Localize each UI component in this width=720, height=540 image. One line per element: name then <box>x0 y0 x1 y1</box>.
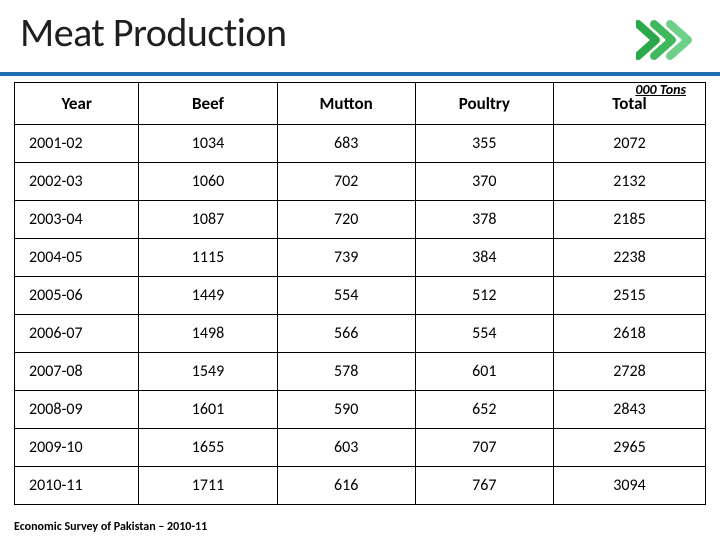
col-header: Beef <box>139 83 277 125</box>
table-cell: 378 <box>415 201 553 239</box>
table-row: 2005-0614495545122515 <box>15 277 706 315</box>
table-cell: 2008-09 <box>15 391 139 429</box>
table-cell: 1087 <box>139 201 277 239</box>
col-header: Mutton <box>277 83 415 125</box>
table-cell: 566 <box>277 315 415 353</box>
table-cell: 1115 <box>139 239 277 277</box>
table-cell: 720 <box>277 201 415 239</box>
meat-production-table: YearBeefMuttonPoultryTotal 2001-02103468… <box>14 82 706 505</box>
table-row: 2009-1016556037072965 <box>15 429 706 467</box>
table-row: 2004-0511157393842238 <box>15 239 706 277</box>
table-cell: 2004-05 <box>15 239 139 277</box>
table-cell: 355 <box>415 125 553 163</box>
table-cell: 2001-02 <box>15 125 139 163</box>
table-row: 2002-0310607023702132 <box>15 163 706 201</box>
footer-source: Economic Survey of Pakistan – 2010-11 <box>14 520 207 534</box>
col-header: Year <box>15 83 139 125</box>
table-cell: 2007-08 <box>15 353 139 391</box>
table-cell: 702 <box>277 163 415 201</box>
table-cell: 767 <box>415 467 553 505</box>
table-cell: 512 <box>415 277 553 315</box>
table-cell: 603 <box>277 429 415 467</box>
table-row: 2001-0210346833552072 <box>15 125 706 163</box>
unit-label: 000 Tons <box>635 81 686 98</box>
table-cell: 2238 <box>553 239 705 277</box>
table-cell: 601 <box>415 353 553 391</box>
table-cell: 1711 <box>139 467 277 505</box>
table-cell: 554 <box>277 277 415 315</box>
table-cell: 616 <box>277 467 415 505</box>
table-cell: 2072 <box>553 125 705 163</box>
table-row: 2006-0714985665542618 <box>15 315 706 353</box>
table-cell: 2618 <box>553 315 705 353</box>
slide-header: Meat Production <box>0 0 720 76</box>
col-header: Poultry <box>415 83 553 125</box>
table-cell: 683 <box>277 125 415 163</box>
table-cell: 554 <box>415 315 553 353</box>
table-cell: 2006-07 <box>15 315 139 353</box>
table-row: 2008-0916015906522843 <box>15 391 706 429</box>
table-cell: 2010-11 <box>15 467 139 505</box>
table-cell: 590 <box>277 391 415 429</box>
table-cell: 384 <box>415 239 553 277</box>
table-cell: 2005-06 <box>15 277 139 315</box>
slide-title: Meat Production <box>20 8 700 57</box>
table-cell: 2132 <box>553 163 705 201</box>
table-cell: 1549 <box>139 353 277 391</box>
table-cell: 2185 <box>553 201 705 239</box>
table-cell: 1601 <box>139 391 277 429</box>
table-container: YearBeefMuttonPoultryTotal 2001-02103468… <box>0 76 720 505</box>
table-cell: 1655 <box>139 429 277 467</box>
table-cell: 652 <box>415 391 553 429</box>
table-cell: 2965 <box>553 429 705 467</box>
table-cell: 1498 <box>139 315 277 353</box>
table-cell: 1034 <box>139 125 277 163</box>
table-row: 2003-0410877203782185 <box>15 201 706 239</box>
table-cell: 1449 <box>139 277 277 315</box>
table-cell: 3094 <box>553 467 705 505</box>
table-cell: 370 <box>415 163 553 201</box>
table-cell: 1060 <box>139 163 277 201</box>
table-cell: 2843 <box>553 391 705 429</box>
table-cell: 2728 <box>553 353 705 391</box>
table-row: 2010-1117116167673094 <box>15 467 706 505</box>
chevron-accent-icon <box>636 18 696 62</box>
table-row: 2007-0815495786012728 <box>15 353 706 391</box>
table-cell: 707 <box>415 429 553 467</box>
table-header-row: YearBeefMuttonPoultryTotal <box>15 83 706 125</box>
table-cell: 2515 <box>553 277 705 315</box>
table-cell: 578 <box>277 353 415 391</box>
table-cell: 739 <box>277 239 415 277</box>
table-cell: 2003-04 <box>15 201 139 239</box>
table-cell: 2009-10 <box>15 429 139 467</box>
table-cell: 2002-03 <box>15 163 139 201</box>
